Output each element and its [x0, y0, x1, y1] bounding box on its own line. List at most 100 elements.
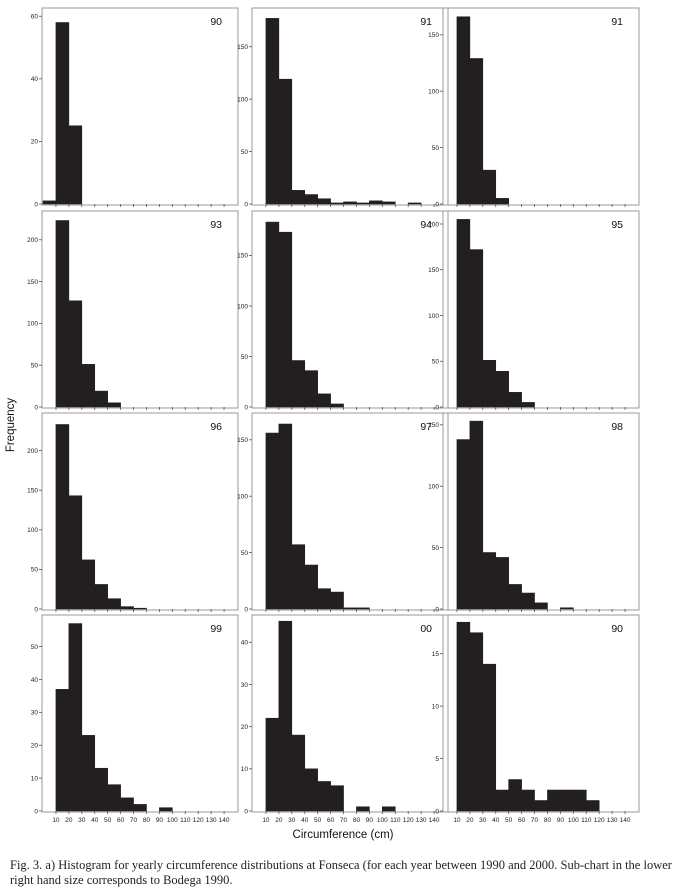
- histogram-bar: [55, 689, 70, 812]
- histogram-bar: [495, 198, 509, 205]
- histogram-bar: [356, 607, 370, 610]
- figure-caption: Fig. 3. a) Histogram for yearly circumfe…: [10, 858, 672, 887]
- y-tick-label: 150: [428, 32, 439, 39]
- y-tick-label: 100: [428, 484, 439, 491]
- x-tick-label: 60: [518, 817, 526, 824]
- y-tick-label: 150: [237, 437, 248, 444]
- panel-frame: [41, 614, 239, 813]
- histogram-bar: [482, 169, 497, 205]
- histogram-bar: [68, 495, 83, 610]
- y-tick-label: 0: [244, 808, 248, 815]
- histogram-bar: [68, 125, 83, 205]
- panel-year-label: 98: [611, 421, 623, 433]
- panel-year-label: 94: [420, 219, 432, 231]
- y-tick-label: 200: [27, 237, 38, 244]
- x-tick-label: 10: [52, 817, 60, 824]
- panel-year-label: 99: [210, 623, 222, 635]
- x-tick-label: 30: [479, 817, 487, 824]
- histogram-bar: [330, 403, 344, 408]
- panel-frame: [41, 7, 239, 206]
- panel-year-label: 91: [420, 16, 432, 28]
- histogram-bar: [317, 588, 331, 610]
- y-tick-label: 0: [34, 201, 38, 208]
- x-tick-label: 40: [492, 817, 500, 824]
- y-tick-label: 40: [31, 677, 39, 684]
- histogram-bar: [508, 392, 522, 408]
- x-tick-label: 40: [91, 817, 99, 824]
- histogram-bar: [456, 439, 471, 610]
- panel-year-label: 96: [210, 421, 222, 433]
- y-tick-label: 30: [241, 682, 249, 689]
- panel-year-label: 91: [611, 16, 623, 28]
- histogram-bar: [304, 370, 318, 408]
- panel-year-label: 90: [611, 623, 623, 635]
- panel-year-label: 00: [420, 623, 432, 635]
- histogram-bar: [107, 598, 121, 610]
- y-tick-label: 30: [31, 710, 39, 717]
- y-tick-label: 0: [435, 404, 439, 411]
- y-tick-label: 150: [27, 279, 38, 286]
- y-tick-label: 150: [428, 267, 439, 274]
- histogram-panel: 0 50 100 150 91: [428, 7, 640, 208]
- x-tick-label: 140: [429, 817, 440, 824]
- histogram-bar: [291, 734, 306, 812]
- panel-frame: [251, 7, 449, 206]
- x-tick-label: 120: [403, 817, 414, 824]
- histogram-bar: [68, 623, 83, 812]
- histogram-bar: [265, 432, 280, 610]
- x-tick-label: 70: [130, 817, 138, 824]
- x-tick-label: 130: [206, 817, 217, 824]
- histogram-bar: [469, 58, 484, 205]
- y-tick-label: 100: [237, 303, 248, 310]
- x-tick-label: 10: [453, 817, 461, 824]
- histogram-bar: [159, 807, 173, 812]
- histogram-bar: [120, 797, 134, 812]
- y-tick-label: 50: [31, 362, 39, 369]
- histogram-bar: [330, 591, 344, 610]
- histogram-bar: [42, 200, 57, 205]
- histogram-bar: [55, 424, 70, 610]
- panel-frame: [442, 614, 640, 813]
- panel-frame: [251, 614, 449, 813]
- histogram-bar: [508, 584, 522, 610]
- y-tick-label: 50: [31, 644, 39, 651]
- x-tick-label: 140: [620, 817, 631, 824]
- histogram-bar: [291, 544, 306, 610]
- histogram-panel: 0 50 100 150 200 95: [428, 210, 640, 411]
- histogram-bar: [278, 231, 293, 408]
- x-tick-label: 10: [262, 817, 270, 824]
- y-tick-label: 10: [432, 703, 440, 710]
- histogram-bar: [68, 300, 83, 408]
- panel-year-label: 97: [420, 421, 432, 433]
- x-tick-label: 30: [288, 817, 296, 824]
- histogram-bar: [482, 360, 497, 408]
- histogram-bar: [55, 22, 70, 205]
- y-axis-title: Frequency: [5, 398, 17, 453]
- y-tick-label: 100: [237, 494, 248, 501]
- histogram-bar: [469, 420, 484, 610]
- histogram-bar: [495, 371, 509, 408]
- histogram-bar: [291, 360, 306, 408]
- histogram-bar: [291, 190, 306, 205]
- histogram-bar: [573, 789, 587, 812]
- histogram-bar: [356, 806, 370, 812]
- y-tick-label: 100: [27, 527, 38, 534]
- histogram-panel: 0 50 100 150 94: [237, 210, 449, 411]
- x-tick-label: 90: [557, 817, 565, 824]
- histogram-bar: [343, 607, 357, 610]
- histogram-bar: [304, 194, 318, 205]
- y-tick-label: 50: [31, 567, 39, 574]
- histogram-panel: 0 50 100 150 91: [237, 7, 449, 208]
- y-tick-label: 0: [244, 404, 248, 411]
- histogram-bar: [317, 781, 331, 812]
- y-tick-label: 50: [241, 149, 249, 156]
- y-tick-label: 5: [435, 756, 439, 763]
- histogram-bar: [317, 198, 331, 205]
- x-tick-label: 100: [568, 817, 579, 824]
- histogram-bar: [521, 789, 535, 812]
- y-tick-label: 0: [244, 201, 248, 208]
- panel-frame: [442, 210, 640, 409]
- y-tick-label: 0: [435, 201, 439, 208]
